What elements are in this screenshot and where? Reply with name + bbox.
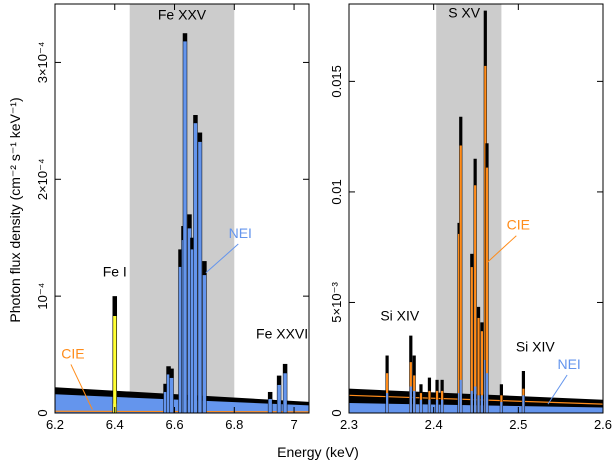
- line-nei: [183, 41, 187, 413]
- x-tick-label: 2.3: [340, 417, 358, 432]
- line-nei: [190, 249, 195, 413]
- line-nei: [485, 373, 489, 413]
- annotation-leader: [205, 243, 239, 274]
- x-axis-label: Energy (keV): [277, 444, 359, 460]
- line-nei: [283, 373, 287, 413]
- annotation-label: NEI: [557, 356, 580, 372]
- line-nei: [268, 398, 272, 413]
- line-nei: [386, 393, 389, 413]
- annotation-label: Si XIV: [380, 307, 420, 323]
- plot-frame: [54, 3, 310, 414]
- line-nei: [435, 399, 439, 413]
- line-nei: [413, 390, 416, 413]
- annotation-leader: [70, 364, 93, 410]
- annotation-label: Fe XXV: [158, 7, 207, 23]
- x-tick-label: 2.5: [509, 417, 527, 432]
- plot-area: [349, 4, 603, 413]
- annotation-label: CIE: [61, 345, 84, 361]
- annotation-label: Si XIV: [516, 338, 556, 354]
- x-tick-label: 2.6: [594, 417, 612, 432]
- line-nei: [277, 384, 281, 413]
- plot-frame: [348, 3, 604, 414]
- line-cie: [485, 167, 489, 413]
- y-tick-label: 0.015: [329, 65, 344, 98]
- y-axis-label: Photon flux density (cm⁻² s⁻¹ keV⁻¹): [7, 97, 23, 322]
- line-nei: [419, 399, 423, 413]
- line-cie: [474, 185, 477, 413]
- x-tick-label: 6.8: [225, 417, 243, 432]
- annotation-leader: [547, 374, 568, 405]
- annotation-leader: [486, 235, 517, 264]
- line-fe-i: [113, 316, 117, 413]
- annotation-label: S XV: [448, 4, 481, 20]
- right-panel-s-si: 2.3 2.4 2.5 2.6 0 5×10⁻³ 0.01 0.015 S XV Si XIV Si…: [329, 3, 612, 432]
- y-tick-label: 2×10⁻⁴: [35, 158, 50, 200]
- line-nei: [480, 395, 484, 413]
- line-cie: [477, 317, 480, 413]
- y-tick-label: 10⁻⁴: [35, 283, 50, 310]
- shaded-band: [436, 4, 502, 413]
- x-tick-label: 6.6: [165, 417, 183, 432]
- annotation-label: NEI: [229, 225, 252, 241]
- line-nei: [474, 386, 477, 413]
- line-nei: [202, 275, 207, 413]
- line-nei: [470, 390, 473, 413]
- line-cie: [470, 267, 473, 413]
- annotation-label: Fe XXVI: [256, 326, 308, 342]
- y-tick-label: 0: [329, 409, 344, 416]
- y-tick-label: 0: [35, 409, 50, 416]
- x-tick-label: 6.2: [46, 417, 64, 432]
- line-nei: [459, 379, 462, 413]
- line-nei: [522, 395, 525, 413]
- line-nei: [169, 377, 174, 413]
- line-nei: [477, 395, 480, 413]
- line-nei: [178, 266, 183, 413]
- y-tick-label: 3×10⁻⁴: [35, 42, 50, 84]
- line-cie: [459, 145, 462, 413]
- x-tick-label: 7: [290, 417, 297, 432]
- annotation-label: CIE: [507, 217, 530, 233]
- line-nei: [166, 374, 171, 413]
- x-tick-label: 6.4: [106, 417, 124, 432]
- plot-area: [55, 4, 309, 413]
- line-nei: [500, 401, 503, 413]
- line-nei: [409, 386, 412, 413]
- left-panel-fe-k: 6.2 6.4 6.6 6.8 7 0 10⁻⁴ 2×10⁻⁴ 3×10⁻⁴ Fe XXV Fe I…: [35, 3, 310, 432]
- line-nei: [193, 123, 198, 413]
- line-nei: [163, 391, 168, 413]
- line-nei: [457, 393, 461, 413]
- line-nei: [187, 228, 192, 413]
- x-tick-label: 2.4: [425, 417, 443, 432]
- y-tick-label: 5×10⁻³: [329, 282, 344, 323]
- y-tick-label: 0.01: [329, 179, 344, 204]
- line-nei: [441, 399, 444, 413]
- line-nei: [428, 399, 431, 413]
- line-nei: [484, 359, 487, 413]
- annotation-label: Fe I: [103, 264, 127, 280]
- line-cie: [480, 331, 484, 413]
- line-nei: [198, 141, 202, 413]
- line-cie: [484, 65, 487, 413]
- line-cie: [457, 233, 461, 413]
